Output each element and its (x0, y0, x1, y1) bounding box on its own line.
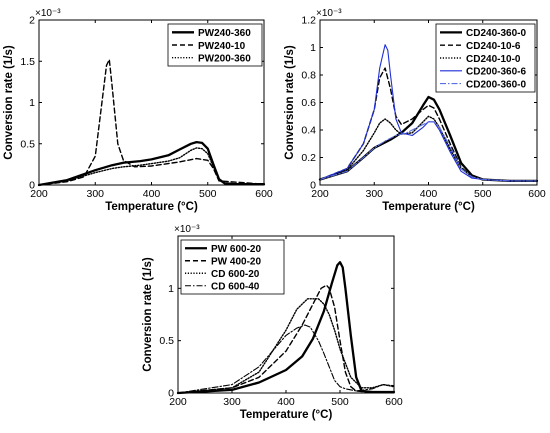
y-multiplier: ×10⁻³ (316, 8, 342, 19)
legend-box (435, 23, 536, 93)
y-tick-label: 0.4 (301, 125, 316, 137)
y-tick-label: 0.8 (301, 70, 316, 82)
chart-1: 200 300 400 500 600 0 0.5 1 1.5 2×10⁻³ Temperature… (3, 8, 273, 213)
x-tick-label: 400 (143, 188, 161, 200)
legend-entry: PW240-360 (198, 28, 251, 39)
x-tick-label: 200 (30, 188, 48, 200)
y-tick-label: 1 (310, 42, 316, 54)
x-axis-label: Temperature (°C) (382, 201, 475, 213)
legend-entry: CD240-10-0 (466, 54, 521, 65)
y-axis-label: Conversion rate (1/s) (142, 257, 154, 372)
legend-entry: CD200-360-0 (466, 79, 526, 90)
legend-entry: CD240-360-0 (466, 28, 526, 39)
x-tick-label: 600 (385, 396, 403, 408)
series-line-1 (176, 261, 396, 395)
series-line-3 (177, 298, 395, 394)
series-line-2 (38, 58, 265, 186)
y-tick-label: 0 (168, 388, 174, 400)
x-tick-label: 500 (474, 188, 492, 200)
series-line-5 (319, 121, 538, 182)
y-tick-label: 0.2 (301, 152, 316, 164)
x-tick-label: 400 (277, 396, 295, 408)
y-tick-label: 1.5 (20, 56, 35, 68)
x-axis-label: Temperature (°C) (105, 201, 198, 213)
legend-entry: PW 600-20 (211, 244, 261, 255)
x-tick-label: 300 (365, 188, 383, 200)
legend-entry: CD 600-40 (211, 282, 260, 293)
series-line-3 (319, 115, 538, 182)
chart-2: 200 300 400 500 600 0 0.2 0.4 0.6 0.8 1 1.2×10⁻³ Tem… (284, 8, 546, 213)
y-tick-label: 0.5 (20, 138, 35, 150)
y-tick-label: 0 (29, 180, 35, 192)
legend-entry: PW 400-20 (211, 257, 261, 268)
x-tick-label: 600 (255, 188, 273, 200)
legend: CD240-360-0 CD240-10-6 CD240-10-0 CD200-360… (435, 23, 536, 93)
y-tick-label: 0.5 (159, 335, 174, 347)
y-multiplier: ×10⁻³ (174, 224, 200, 235)
y-tick-label: 1 (168, 283, 174, 295)
legend-entry: CD240-10-6 (466, 41, 521, 52)
y-tick-label: 2 (29, 15, 35, 27)
x-tick-label: 200 (169, 396, 187, 408)
chart-3: 200 300 400 500 600 0 0.5 1 ×10⁻³ Temperature (°C… (142, 224, 403, 421)
x-tick-label: 500 (331, 396, 349, 408)
x-tick-label: 600 (528, 188, 546, 200)
series-line-1 (318, 95, 539, 183)
x-tick-label: 300 (86, 188, 104, 200)
y-tick-label: 1 (29, 97, 35, 109)
series-line-4 (319, 44, 538, 182)
x-tick-label: 400 (420, 188, 438, 200)
legend-entry: PW200-360 (198, 53, 251, 64)
y-tick-label: 1.2 (301, 15, 316, 27)
y-tick-label: 0 (310, 180, 316, 192)
x-tick-label: 300 (223, 396, 241, 408)
x-axis-label: Temperature (°C) (240, 409, 333, 421)
legend-entry: CD200-360-6 (466, 67, 526, 78)
y-axis-label: Conversion rate (1/s) (3, 45, 15, 160)
x-tick-label: 500 (199, 188, 217, 200)
legend-entry: CD 600-20 (211, 269, 260, 280)
x-tick-label: 200 (311, 188, 329, 200)
y-axis-label: Conversion rate (1/s) (284, 45, 296, 160)
y-tick-label: 0.6 (301, 97, 316, 109)
series-line-3 (38, 147, 265, 186)
series-line-2 (177, 284, 395, 394)
series-line-4 (177, 324, 395, 394)
legend-entry: PW240-10 (198, 41, 246, 52)
y-multiplier: ×10⁻³ (35, 8, 61, 19)
